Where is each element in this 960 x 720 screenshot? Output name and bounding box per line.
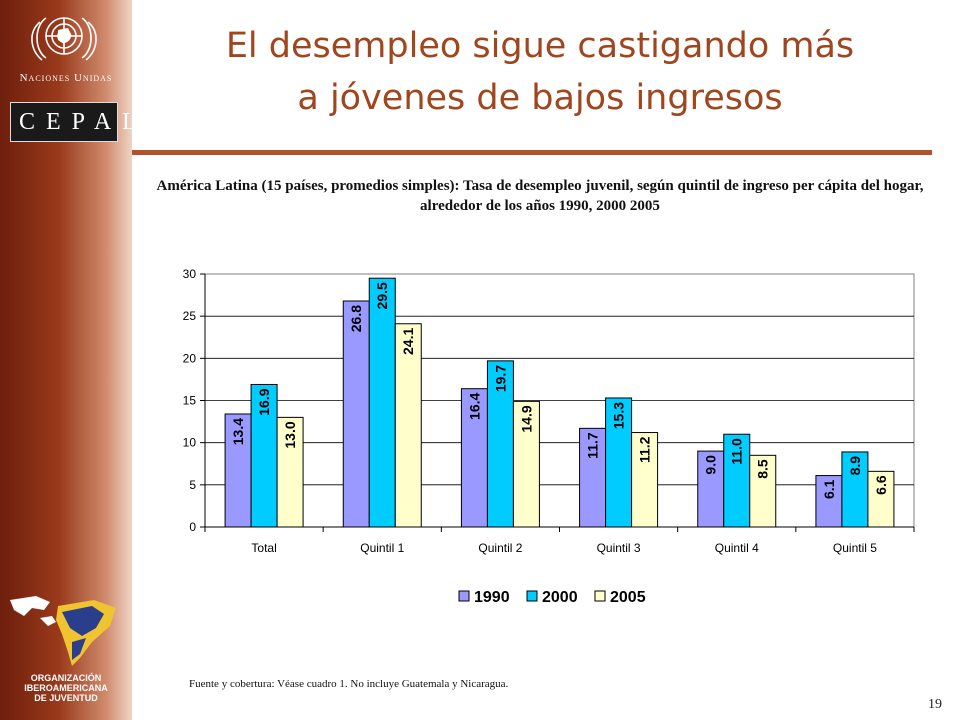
data-label: 14.9 xyxy=(518,405,534,432)
data-label: 26.8 xyxy=(348,305,364,332)
un-emblem-icon xyxy=(31,17,97,61)
page-number: 19 xyxy=(928,697,942,712)
x-tick-label: Quintil 5 xyxy=(833,541,877,555)
title-divider xyxy=(132,150,932,155)
bar-2005 xyxy=(867,470,895,528)
bar-1990 xyxy=(697,450,725,528)
y-tick-label: 0 xyxy=(189,520,196,534)
bar-1990 xyxy=(342,300,370,528)
oij-name-line-1: ORGANIZACIÓN xyxy=(30,673,102,683)
slide-title-line-1: El desempleo sigue castigando más xyxy=(225,26,855,66)
oij-name-line-2: IBEROAMERICANA xyxy=(24,683,108,693)
legend-swatch-1990 xyxy=(458,590,470,602)
data-label: 9.0 xyxy=(703,455,719,475)
y-tick-label: 25 xyxy=(183,309,197,323)
slide-title-line-2: a jóvenes de bajos ingresos xyxy=(297,78,783,118)
data-label: 24.1 xyxy=(400,328,416,355)
slide-title: El desempleo sigue castigando más a jóve… xyxy=(150,20,930,124)
bar-2005 xyxy=(512,400,540,528)
data-label: 13.0 xyxy=(282,421,298,448)
bar-2005 xyxy=(631,432,659,528)
bar-2000 xyxy=(605,397,633,528)
data-label: 13.4 xyxy=(230,418,246,445)
data-label: 29.5 xyxy=(374,282,390,309)
chart-title: América Latina (15 países, promedios sim… xyxy=(156,178,924,214)
data-label: 11.0 xyxy=(729,438,745,465)
data-label: 16.9 xyxy=(256,388,272,415)
y-tick-label: 5 xyxy=(189,478,196,492)
sidebar: Naciones Unidas CEPAL ORGANIZACIÓN IBERO… xyxy=(0,0,137,720)
x-tick-label: Quintil 3 xyxy=(597,541,641,555)
legend-label: 1990 xyxy=(474,589,510,606)
bar-2005 xyxy=(749,454,777,528)
legend-swatch-2005 xyxy=(594,590,606,602)
data-label: 16.4 xyxy=(466,392,482,419)
data-label: 6.6 xyxy=(873,475,889,495)
legend-swatch-2000 xyxy=(526,590,538,602)
un-name: Naciones Unidas xyxy=(19,72,113,84)
oij-name: ORGANIZACIÓN IBEROAMERICANA DE JUVENTUD xyxy=(0,673,132,703)
latin-america-map-icon xyxy=(10,596,116,666)
source-note: Fuente y cobertura: Véase cuadro 1. No i… xyxy=(189,678,509,690)
bar-1990 xyxy=(815,475,843,528)
oij-name-line-3: DE JUVENTUD xyxy=(34,693,98,703)
data-label: 11.7 xyxy=(585,432,601,459)
bar-2000 xyxy=(368,277,396,528)
data-label: 11.2 xyxy=(637,436,653,463)
legend-label: 2005 xyxy=(610,589,646,606)
legend-label: 2000 xyxy=(542,589,578,606)
bar-2005 xyxy=(394,323,422,528)
cepal-logo: CEPAL xyxy=(10,102,137,142)
data-label: 8.5 xyxy=(755,459,771,479)
bar-1990 xyxy=(579,427,607,528)
bar-2005 xyxy=(276,416,304,528)
bar-chart: 0 5 10 15 20 25 30 13.4 16.9 13.0 Total 26.8 29.5 24.… xyxy=(183,267,915,606)
bar-2000 xyxy=(723,433,751,528)
data-label: 15.3 xyxy=(611,402,627,429)
y-tick-label: 15 xyxy=(183,394,197,408)
bar-1990 xyxy=(460,388,488,528)
data-label: 6.1 xyxy=(821,479,837,499)
bar-2000 xyxy=(841,451,869,528)
y-tick-label: 10 xyxy=(183,436,197,450)
x-tick-label: Quintil 1 xyxy=(360,541,404,555)
y-tick-label: 20 xyxy=(183,351,197,365)
y-tick-label: 30 xyxy=(183,267,197,281)
data-label: 8.9 xyxy=(847,456,863,476)
x-tick-label: Total xyxy=(251,541,276,555)
data-label: 19.7 xyxy=(492,365,508,392)
x-tick-label: Quintil 4 xyxy=(715,541,759,555)
bar-2000 xyxy=(250,383,278,528)
x-tick-label: Quintil 2 xyxy=(478,541,522,555)
bar-2000 xyxy=(486,360,514,528)
